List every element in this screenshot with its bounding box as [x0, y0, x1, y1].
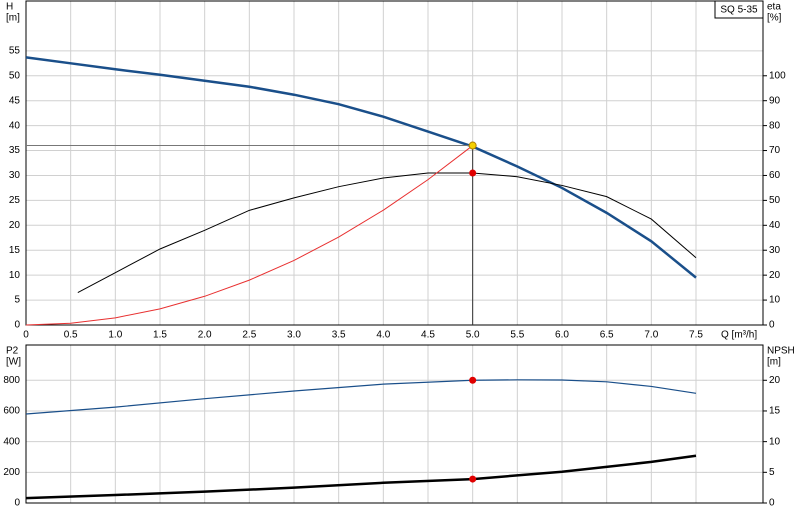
x-axis-label: Q [m³/h] — [721, 330, 757, 341]
y2-tick-label: 0 — [769, 320, 775, 331]
x-tick-label: 7.5 — [689, 330, 703, 341]
x-tick-label: 2.5 — [242, 330, 256, 341]
y2-tick-label: 80 — [769, 120, 781, 131]
annotation-box — [714, 0, 764, 19]
y2-tick-label: 5 — [769, 467, 775, 478]
y-tick-label: 55 — [9, 45, 21, 56]
operating-point — [469, 475, 477, 483]
x-tick-label: 3.5 — [332, 330, 346, 341]
y-tick-label: 400 — [3, 436, 20, 447]
x-tick-label: 6.0 — [555, 330, 569, 341]
y2-axis-unit: [%] — [767, 13, 782, 24]
operating-point — [469, 169, 477, 177]
y-tick-label: 800 — [3, 375, 20, 386]
x-tick-label: 5.5 — [510, 330, 524, 341]
x-tick-label: 0.5 — [64, 330, 78, 341]
y2-axis-label: NPSH — [767, 346, 795, 357]
x-tick-label: 5.0 — [466, 330, 480, 341]
x-tick-label: 4.0 — [376, 330, 390, 341]
plot-frame — [25, 0, 764, 326]
x-tick-label: 4.5 — [421, 330, 435, 341]
y2-tick-label: 10 — [769, 436, 781, 447]
y2-axis-label: eta — [767, 2, 781, 13]
y2-tick-label: 40 — [769, 220, 781, 231]
x-tick-label: 3.0 — [287, 330, 301, 341]
y2-tick-label: 10 — [769, 295, 781, 306]
x-tick-label: 1.5 — [153, 330, 167, 341]
y2-tick-label: 50 — [769, 195, 781, 206]
y-tick-label: 40 — [9, 120, 21, 131]
plot-area — [26, 345, 763, 503]
x-tick-label: 1.0 — [108, 330, 122, 341]
y-tick-label: 0 — [14, 498, 20, 509]
y2-tick-label: 15 — [769, 406, 781, 417]
y-axis-label: P2 — [6, 346, 19, 357]
y-tick-label: 20 — [9, 220, 21, 231]
plot-area — [26, 1, 763, 325]
y-axis-unit: [m] — [6, 13, 20, 24]
y2-tick-label: 0 — [769, 498, 775, 509]
operating-point — [468, 141, 477, 150]
y-tick-label: 10 — [9, 270, 21, 281]
y-tick-label: 5 — [14, 295, 20, 306]
x-tick-label: 0 — [23, 330, 29, 341]
curve — [25, 454, 697, 500]
y2-tick-label: 100 — [769, 70, 786, 81]
y2-tick-label: 30 — [769, 245, 781, 256]
curve — [25, 56, 697, 279]
y2-tick-label: 70 — [769, 145, 781, 156]
y-tick-label: 600 — [3, 406, 20, 417]
y-tick-label: 200 — [3, 467, 20, 478]
y-tick-label: 0 — [14, 320, 20, 331]
y-tick-label: 25 — [9, 195, 21, 206]
curve — [25, 145, 473, 326]
plot-frame — [25, 344, 764, 504]
y-tick-label: 35 — [9, 145, 21, 156]
y-tick-label: 30 — [9, 170, 21, 181]
curve — [77, 172, 697, 294]
y-axis-label: H — [6, 2, 13, 13]
x-tick-label: 6.5 — [600, 330, 614, 341]
y2-tick-label: 20 — [769, 375, 781, 386]
y2-axis-unit: [m] — [767, 357, 781, 368]
y-tick-label: 45 — [9, 95, 21, 106]
y2-tick-label: 20 — [769, 270, 781, 281]
y2-tick-label: 60 — [769, 170, 781, 181]
annotation: SQ 5-35 — [720, 5, 758, 16]
y2-tick-label: 90 — [769, 95, 781, 106]
x-tick-label: 7.0 — [644, 330, 658, 341]
y-tick-label: 15 — [9, 245, 21, 256]
operating-point — [469, 376, 477, 384]
y-axis-unit: [W] — [6, 357, 21, 368]
x-tick-label: 2.0 — [198, 330, 212, 341]
y-tick-label: 50 — [9, 70, 21, 81]
